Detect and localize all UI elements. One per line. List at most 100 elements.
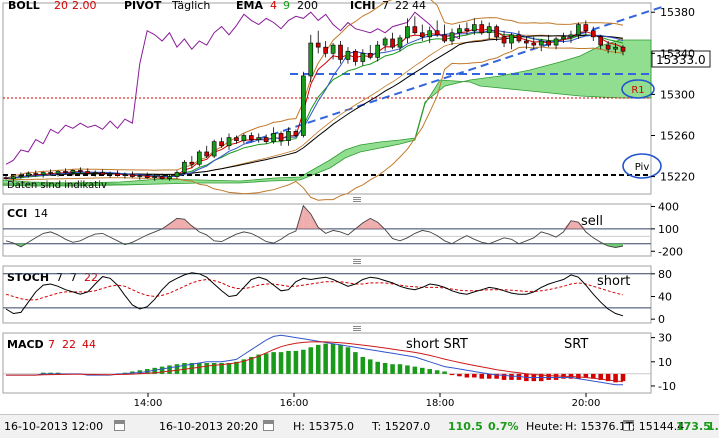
macd-histogram-bar <box>390 364 395 374</box>
candle <box>122 172 128 179</box>
splitter-handle[interactable] <box>353 326 361 331</box>
candle-body <box>33 173 39 175</box>
pivot-label[interactable]: PIVOT <box>124 0 162 12</box>
stoch-param-2: 7 <box>70 271 77 284</box>
stoch-k-line <box>5 272 624 317</box>
candle <box>18 172 24 179</box>
macd-histogram-bar <box>167 365 172 374</box>
candle <box>196 149 202 167</box>
candle-body <box>137 175 143 177</box>
cci-overbought-fill <box>303 205 311 229</box>
time-tick-label: 20:00 <box>572 398 601 409</box>
candle-body <box>576 24 581 36</box>
macd-histogram-bar <box>219 363 224 374</box>
macd-histogram-bar <box>613 373 618 383</box>
cci-label[interactable]: CCI <box>7 207 27 220</box>
macd-histogram-bar <box>330 343 336 374</box>
macd-histogram-bar <box>382 363 388 374</box>
heute-low: T: 15144.4 <box>626 420 685 433</box>
candle <box>427 26 433 44</box>
candle-body <box>509 34 514 44</box>
candle <box>538 38 544 52</box>
macd-histogram-bar <box>48 372 53 374</box>
candle <box>390 32 395 50</box>
low-value: T: 15207.0 <box>372 420 431 433</box>
candle <box>568 30 574 44</box>
candle <box>40 171 46 178</box>
candle <box>516 30 522 44</box>
candle <box>63 168 68 175</box>
splitter-handle[interactable] <box>353 197 361 202</box>
calendar-icon[interactable] <box>263 420 274 431</box>
heute-range: 173.5 <box>676 420 711 433</box>
candle <box>167 174 172 181</box>
macd-histogram-bar <box>211 363 217 374</box>
ema-param-3: 200 <box>297 0 318 12</box>
macd-tick-label: 30 <box>658 332 672 345</box>
macd-histogram-bar <box>620 373 626 382</box>
candle-body <box>234 137 239 141</box>
candle-body <box>130 174 135 177</box>
macd-histogram-bar <box>576 373 581 379</box>
calendar-icon[interactable] <box>114 420 125 431</box>
candle-body <box>598 36 604 46</box>
ema-param-2: 9 <box>283 0 290 12</box>
piv-label: Piv <box>635 162 650 173</box>
candle <box>182 160 187 175</box>
cci-oversold-fill <box>615 243 623 248</box>
candle <box>263 134 269 144</box>
candle <box>241 133 247 144</box>
candle-body <box>472 24 477 32</box>
calendar-icon[interactable] <box>623 420 634 431</box>
cci-overbought-fill <box>563 220 571 229</box>
candle <box>494 24 499 41</box>
candle-body <box>457 28 462 34</box>
candle <box>189 156 195 169</box>
macd-histogram-bar <box>434 370 440 374</box>
candle-body <box>620 46 626 52</box>
candle-body <box>3 177 9 179</box>
stoch-label[interactable]: STOCH <box>7 271 49 284</box>
stoch-panel <box>2 265 652 324</box>
candle <box>486 22 492 39</box>
cci-line <box>5 204 624 248</box>
ema-label[interactable]: EMA <box>236 0 263 12</box>
candle <box>33 170 39 177</box>
macd-histogram-bar <box>301 349 306 374</box>
candle-body <box>561 36 566 40</box>
piv-marker[interactable] <box>622 153 662 179</box>
candle <box>501 30 507 48</box>
heute-high: H: 15376.1 <box>565 420 626 433</box>
macd-histogram-bar <box>293 350 299 374</box>
candle <box>375 40 381 62</box>
cci-overbought-fill <box>570 220 579 229</box>
macd-param-2: 22 <box>62 338 76 351</box>
macd-histogram-bar <box>271 352 276 374</box>
candle-body <box>375 44 381 58</box>
candle <box>397 34 403 52</box>
time-tick-label: 18:00 <box>426 398 455 409</box>
candle-body <box>553 38 559 46</box>
macd-histogram-bar <box>278 352 284 374</box>
stoch-tick-label: 40 <box>658 290 672 303</box>
macd-histogram-bar <box>137 370 143 374</box>
candle-body <box>590 30 596 38</box>
cci-tick-label: 100 <box>658 223 679 236</box>
macd-histogram-bar <box>442 371 447 374</box>
candle-body <box>486 26 492 34</box>
r1-marker[interactable] <box>621 79 655 99</box>
candle-body <box>442 34 447 42</box>
splitter-handle[interactable] <box>353 259 361 264</box>
boll-label[interactable]: BOLL <box>8 0 40 12</box>
r1-label: R1 <box>631 85 644 96</box>
ichi-label[interactable]: ICHI <box>350 0 375 12</box>
candle <box>472 18 477 35</box>
macd-annotation-srt: SRT <box>564 337 588 352</box>
candle-body <box>11 176 16 179</box>
macd-label[interactable]: MACD <box>7 338 44 351</box>
macd-param-1: 7 <box>48 338 55 351</box>
candle <box>449 28 455 46</box>
macd-histogram-bar <box>353 352 358 374</box>
candle-body <box>382 38 388 46</box>
candle-body <box>92 172 98 174</box>
